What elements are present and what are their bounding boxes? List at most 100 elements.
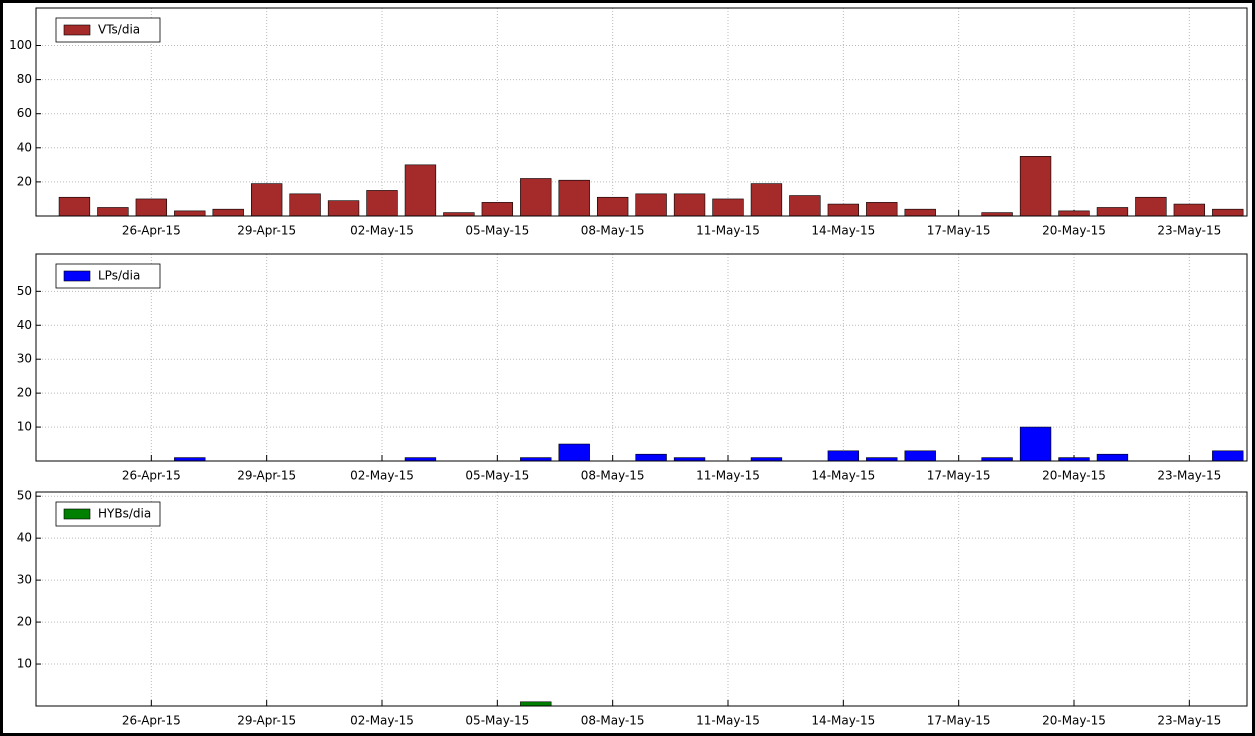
bar [212,208,244,217]
bar [635,193,667,217]
bar [789,195,821,217]
bar [1019,426,1052,462]
x-tick-label: 11-May-15 [696,469,760,483]
bar [520,178,552,217]
legend-swatch [63,508,91,520]
bar [520,701,552,707]
y-tick-label: 20 [17,386,32,400]
plot-area [36,8,1247,216]
x-tick-label: 02-May-15 [350,469,414,483]
bar [366,190,398,217]
x-tick-label: 29-Apr-15 [237,224,296,238]
y-tick-label: 10 [17,420,32,434]
bar [1058,210,1090,217]
x-tick-label: 08-May-15 [581,714,645,728]
legend-swatch [63,24,91,36]
x-tick-label: 26-Apr-15 [122,469,181,483]
x-tick-label: 05-May-15 [465,469,529,483]
bar [443,212,475,217]
bar [981,457,1013,462]
y-tick-label: 80 [17,72,32,86]
x-tick-label: 23-May-15 [1157,469,1221,483]
x-tick-label: 17-May-15 [927,224,991,238]
bar [750,457,783,462]
legend-label: HYBs/dia [98,507,151,521]
plot-area [36,492,1247,706]
y-tick-label: 60 [17,106,32,120]
bar [1019,156,1052,217]
x-tick-label: 08-May-15 [581,224,645,238]
x-tick-label: 02-May-15 [350,714,414,728]
bar [58,196,91,217]
x-tick-label: 29-Apr-15 [237,714,296,728]
x-tick-label: 17-May-15 [927,469,991,483]
legend-swatch [63,270,91,282]
bar [904,208,936,217]
bar [866,202,898,217]
x-tick-label: 14-May-15 [811,714,875,728]
x-tick-label: 11-May-15 [696,714,760,728]
bar [981,212,1013,217]
x-tick-label: 26-Apr-15 [122,714,181,728]
y-tick-label: 50 [17,284,32,298]
x-tick-label: 05-May-15 [465,224,529,238]
bar [750,183,783,217]
x-tick-label: 29-Apr-15 [237,469,296,483]
legend-box [55,501,161,527]
bar [866,457,898,462]
bar [289,193,321,217]
bar [250,183,283,217]
x-tick-label: 17-May-15 [927,714,991,728]
bar [1212,450,1244,462]
x-tick-label: 20-May-15 [1042,469,1106,483]
bar [1173,203,1206,217]
x-tick-label: 23-May-15 [1157,714,1221,728]
bar [827,450,860,462]
x-tick-label: 14-May-15 [811,224,875,238]
legend-label: VTs/dia [98,23,140,37]
y-tick-label: 20 [17,615,32,629]
bar [404,457,437,462]
x-tick-label: 26-Apr-15 [122,224,181,238]
bar [404,164,437,217]
bar [135,198,168,217]
bar [481,202,514,217]
x-tick-label: 23-May-15 [1157,224,1221,238]
bar [673,193,706,217]
x-tick-label: 05-May-15 [465,714,529,728]
bar [1096,453,1129,462]
legend-label: LPs/dia [98,269,140,283]
bar [558,179,590,217]
bar [635,453,667,462]
x-tick-label: 08-May-15 [581,469,645,483]
axes-frame [35,253,1248,462]
x-tick-label: 11-May-15 [696,224,760,238]
bar [1058,457,1090,462]
bar [904,450,936,462]
y-tick-label: 30 [17,573,32,587]
y-tick-label: 20 [17,174,32,188]
x-tick-label: 20-May-15 [1042,714,1106,728]
bar [596,196,629,217]
y-tick-label: 40 [17,531,32,545]
bar [520,457,552,462]
y-tick-label: 10 [17,657,32,671]
bar [673,457,706,462]
y-tick-label: 40 [17,318,32,332]
axes-frame [35,491,1248,707]
bar [827,203,860,217]
y-tick-label: 100 [9,38,32,52]
bar [97,207,129,217]
y-tick-label: 50 [17,489,32,503]
bar [1212,208,1244,217]
bar [1096,207,1129,217]
plot-area [36,254,1247,461]
y-tick-label: 40 [17,140,32,154]
bar [174,210,206,217]
bar [1135,196,1167,217]
bar [174,457,206,462]
y-tick-label: 30 [17,352,32,366]
bar [558,443,590,462]
axes-frame [35,7,1248,217]
